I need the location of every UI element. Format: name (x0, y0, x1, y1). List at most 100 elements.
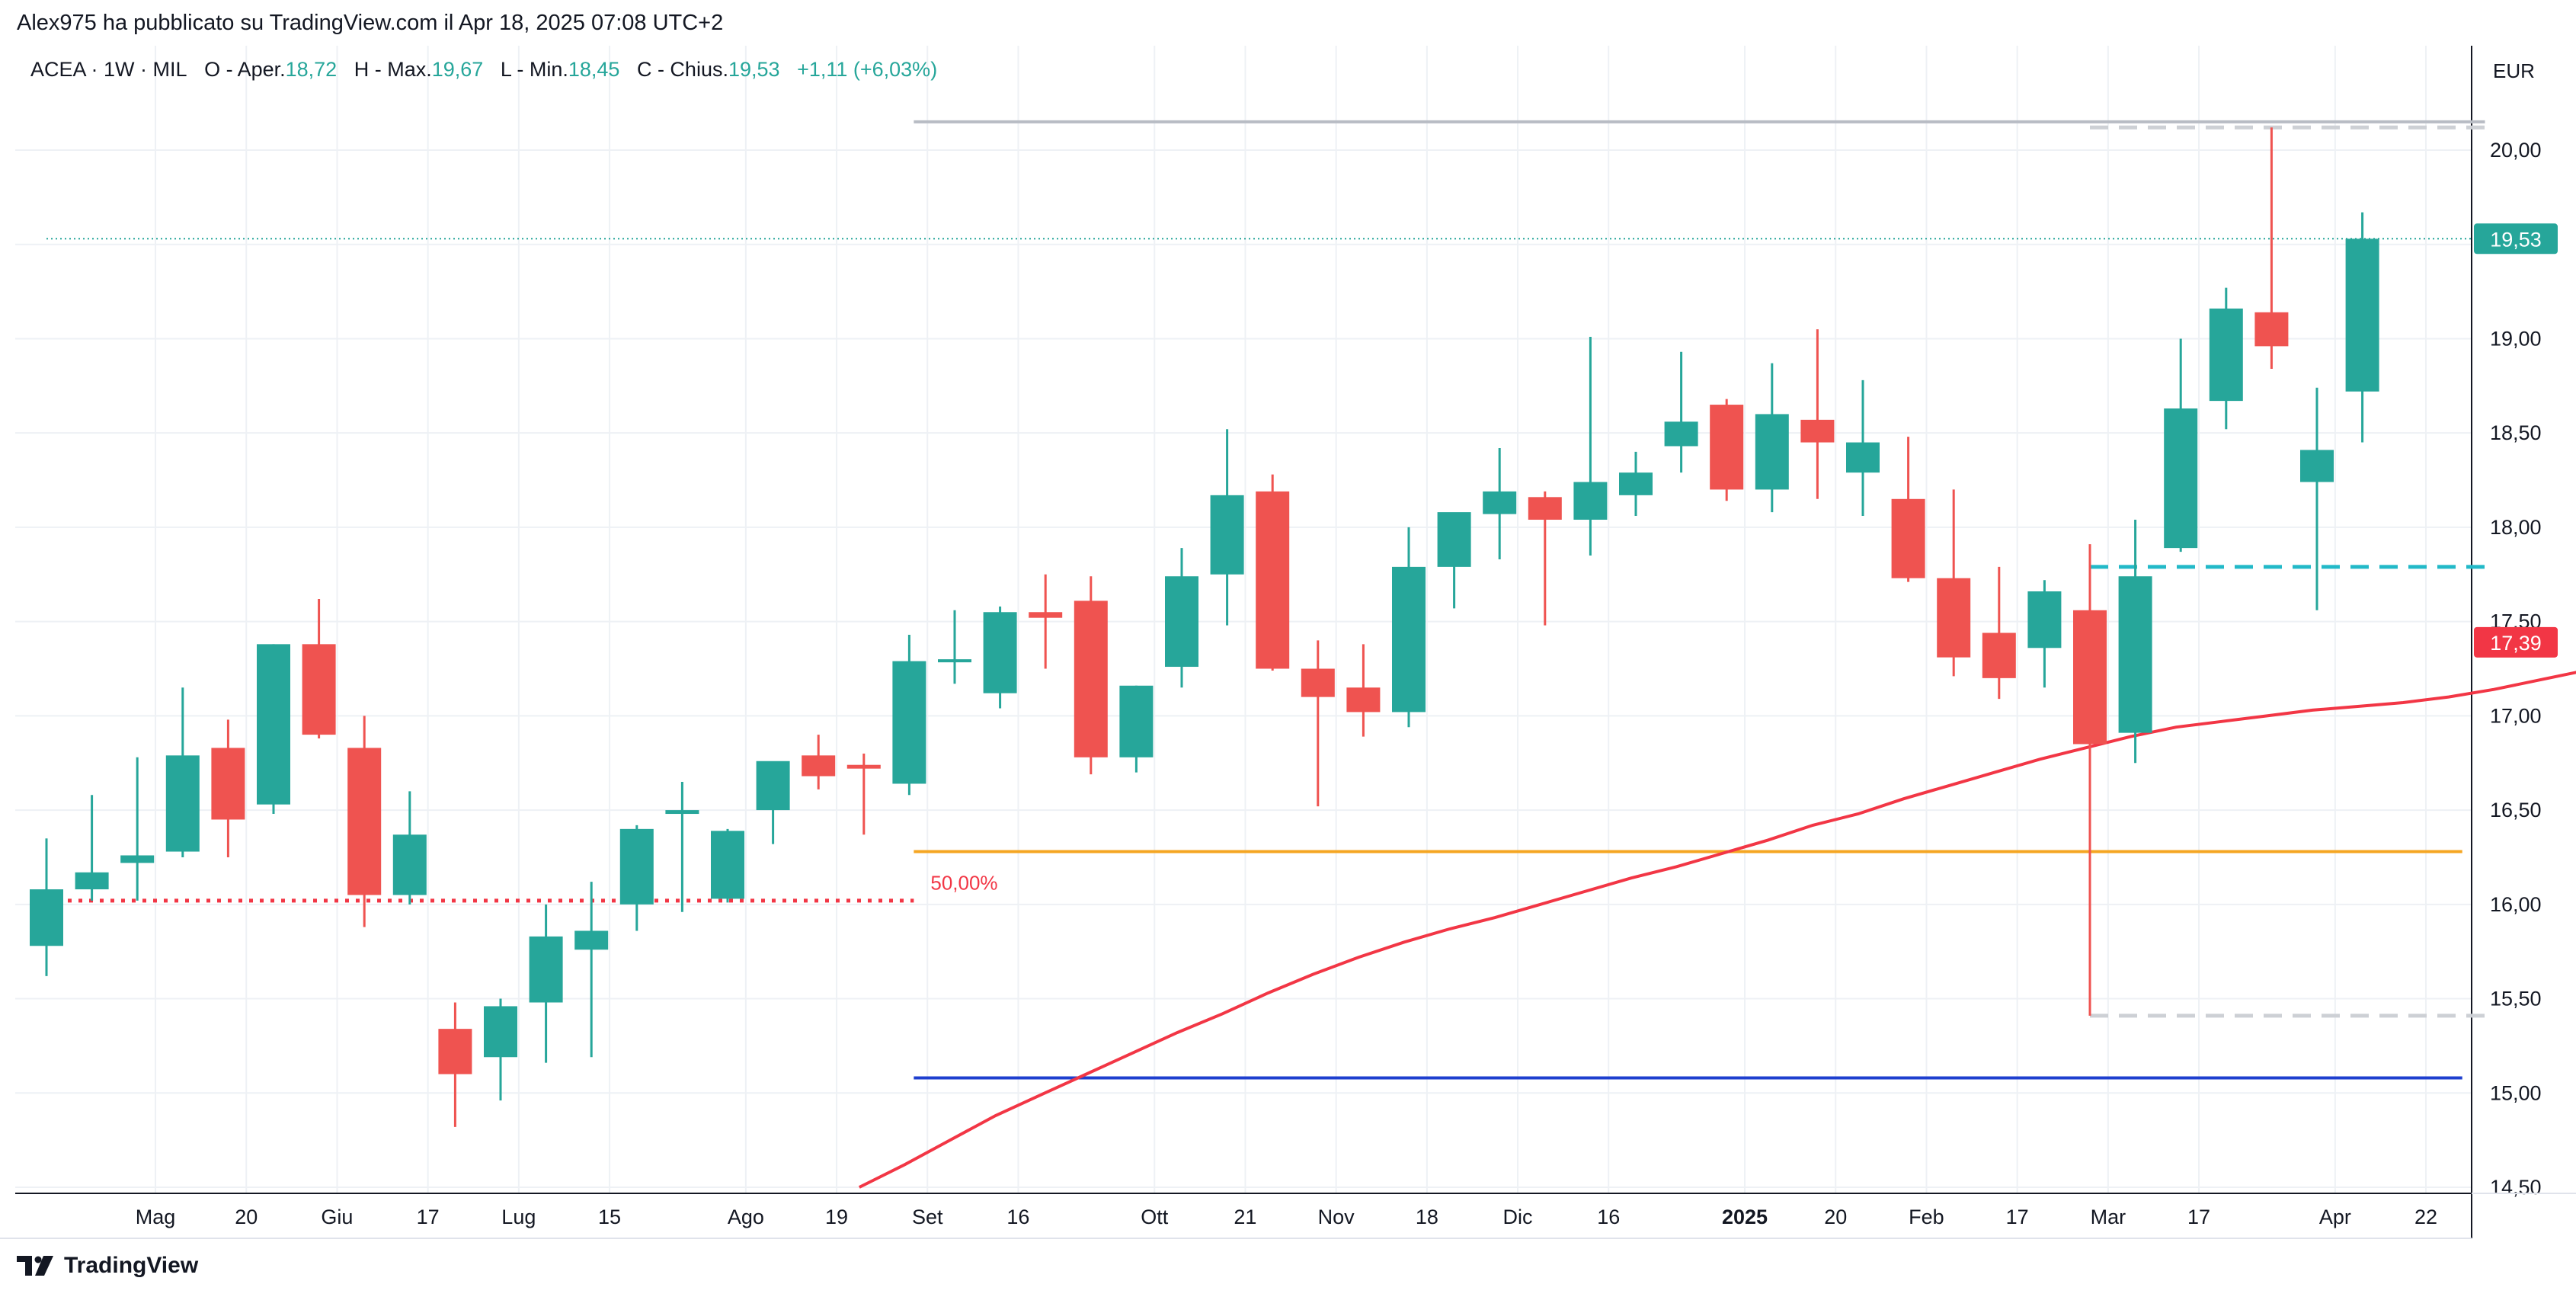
candle-body (347, 748, 382, 895)
x-tick-label: Set (912, 1206, 943, 1228)
candle-body (211, 748, 245, 820)
candle-body (892, 661, 926, 784)
price-label-text: 17,39 (2490, 632, 2542, 655)
tradingview-logo[interactable]: TradingView (17, 1253, 198, 1279)
x-tick-label: 20 (235, 1206, 258, 1228)
candle-body (1392, 566, 1426, 713)
candle-body (802, 755, 836, 777)
x-tick-label: Lug (501, 1206, 536, 1228)
price-label-text: 19,53 (2490, 228, 2542, 251)
close-value: 19,53 (728, 58, 780, 81)
candle-body (257, 644, 290, 805)
candle-body (165, 755, 200, 852)
x-tick-label: Nov (1318, 1206, 1355, 1228)
close-label: C - Chius. (636, 58, 728, 81)
x-tick-label: 20 (1824, 1206, 1847, 1228)
x-tick-label: 17 (417, 1206, 440, 1228)
candle-body (302, 644, 336, 735)
symbol-legend: ACEA · 1W · MIL O - Aper.18,72 H - Max.1… (30, 58, 937, 82)
candle-body (1437, 512, 1471, 567)
y-tick-label: 16,50 (2490, 799, 2542, 821)
y-tick-label: 20,00 (2490, 139, 2542, 162)
x-tick-label: 2025 (1722, 1206, 1768, 1228)
candle-body (1210, 495, 1244, 575)
x-tick-label: Apr (2319, 1206, 2351, 1228)
candle-body (1165, 576, 1198, 668)
change-value: +1,11 (+6,03%) (797, 58, 938, 81)
x-tick-label: Dic (1503, 1206, 1533, 1228)
candle-body (2254, 312, 2289, 347)
x-tick-label: Feb (1909, 1206, 1944, 1228)
x-tick-label: 22 (2414, 1206, 2437, 1228)
candle-body (619, 828, 654, 905)
price-label-box (2474, 223, 2558, 255)
low-label: L - Min. (500, 58, 568, 81)
candle-body (484, 1006, 517, 1058)
moving-average-line (858, 671, 2576, 1189)
candle-body (1256, 491, 1290, 669)
candle-body (2209, 308, 2243, 402)
candle-body (1619, 472, 1653, 495)
candle-body (1710, 405, 1744, 490)
high-label: H - Max. (354, 58, 432, 81)
x-tick-label: 16 (1006, 1206, 1029, 1228)
symbol-label[interactable]: ACEA · 1W · MIL (30, 58, 187, 81)
candle-body (529, 936, 563, 1003)
candle-body (1528, 497, 1562, 520)
x-tick-label: 15 (598, 1206, 621, 1228)
candle-body (1029, 612, 1063, 618)
y-tick-label: 15,50 (2490, 988, 2542, 1010)
candle-body (938, 659, 971, 663)
fib-level-label: 50,00% (930, 872, 997, 895)
candle-body (711, 831, 744, 899)
y-tick-label: 18,00 (2490, 516, 2542, 539)
candle-body (846, 764, 881, 769)
candle-body (30, 889, 63, 946)
low-value: 18,45 (568, 58, 620, 81)
candle-body (2300, 450, 2334, 482)
y-tick-label: 14,50 (2490, 1176, 2542, 1199)
x-tick-label: 17 (2187, 1206, 2210, 1228)
candle-body (120, 855, 155, 863)
candle-body (2118, 576, 2152, 733)
candle-body (1891, 498, 1925, 578)
open-value: 18,72 (285, 58, 338, 81)
x-tick-label: Mag (136, 1206, 176, 1228)
tradingview-logo-text: TradingView (64, 1253, 199, 1278)
x-tick-label: Ott (1141, 1206, 1169, 1228)
currency-label[interactable]: EUR (2493, 59, 2535, 82)
candle-body (1846, 442, 1880, 473)
candle-body (1937, 578, 1971, 658)
x-tick-label: 18 (1416, 1206, 1438, 1228)
candle-body (1119, 685, 1154, 757)
open-label: O - Aper. (204, 58, 286, 81)
candle-body (1664, 421, 1698, 447)
candle-body (665, 810, 699, 815)
candle-body (574, 930, 609, 950)
candle-body (2073, 610, 2107, 745)
candle-body (75, 872, 109, 890)
x-tick-label: 19 (825, 1206, 848, 1228)
high-value: 19,67 (431, 58, 484, 81)
candle-body (1755, 414, 1789, 490)
x-tick-label: Mar (2091, 1206, 2126, 1228)
candle-body (1573, 482, 1608, 520)
candle-body (1800, 419, 1835, 443)
candle-body (392, 834, 427, 895)
candle-body (756, 761, 790, 811)
x-tick-label: 21 (1234, 1206, 1256, 1228)
candle-body (2345, 239, 2379, 392)
candle-body (438, 1029, 472, 1074)
candle-body (1346, 687, 1381, 713)
y-tick-label: 16,00 (2490, 893, 2542, 916)
x-tick-label: Ago (728, 1206, 764, 1228)
candle-body (2164, 408, 2198, 549)
published-by-text: Alex975 ha pubblicato su TradingView.com… (17, 11, 724, 35)
candle-body (1982, 632, 2016, 678)
price-label-box (2474, 626, 2558, 658)
x-tick-label: 17 (2006, 1206, 2029, 1228)
candle-body (1301, 668, 1335, 697)
y-tick-label: 18,50 (2490, 421, 2542, 444)
x-tick-label: Giu (321, 1206, 353, 1228)
